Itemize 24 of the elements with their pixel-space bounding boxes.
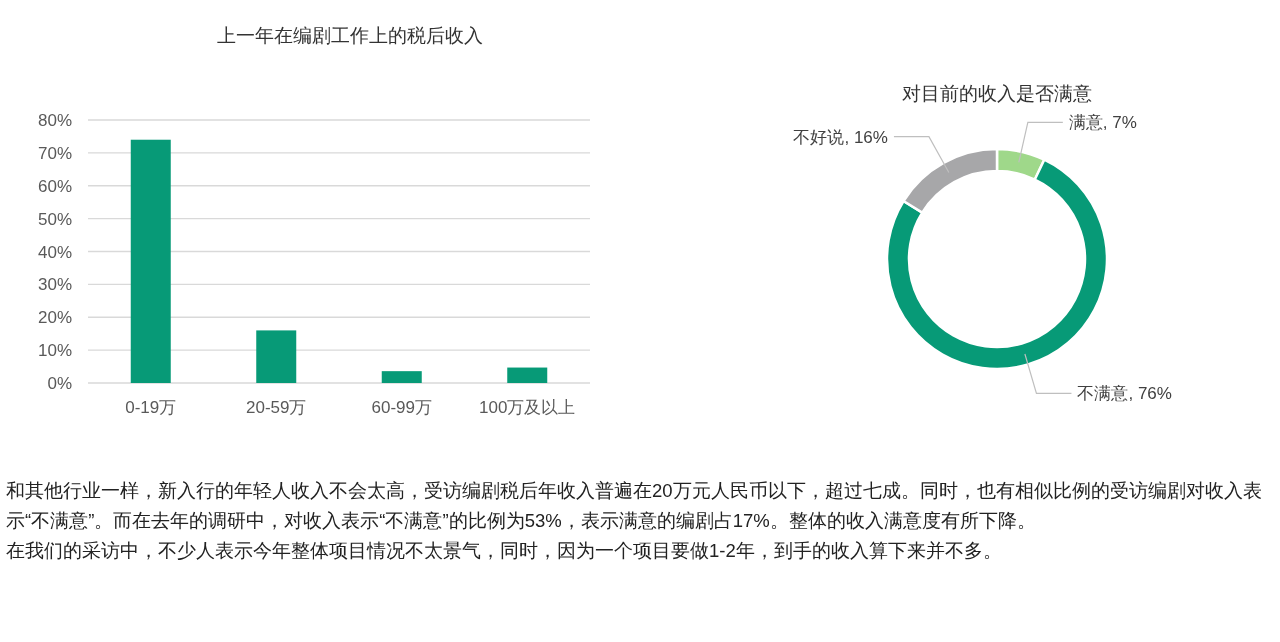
bar bbox=[381, 371, 422, 383]
chart-title: 上一年在编剧工作上的税后收入 bbox=[217, 25, 483, 46]
x-tick-label: 0-19万 bbox=[125, 398, 177, 417]
slice-label: 满意, 7% bbox=[1068, 113, 1137, 133]
bar bbox=[130, 139, 171, 383]
y-tick-label: 70% bbox=[37, 143, 72, 163]
y-tick-label: 20% bbox=[37, 308, 72, 328]
x-tick-label: 60-99万 bbox=[371, 398, 432, 417]
y-tick-label: 0% bbox=[47, 374, 72, 393]
y-tick-label: 40% bbox=[37, 242, 72, 262]
chart-title: 对目前的收入是否满意 bbox=[902, 83, 1092, 104]
x-tick-label: 20-59万 bbox=[246, 398, 307, 417]
text: 在我们的采访中，不少人表示今年整体项目情况不太景气，同时，因为一个项目要做1-2年，到手的收入算下来并不多。 bbox=[6, 539, 1003, 563]
slice-label: 不好说, 16% bbox=[793, 127, 888, 147]
y-tick-label: 60% bbox=[37, 176, 72, 196]
y-tick-label: 10% bbox=[37, 341, 72, 361]
y-tick-label: 80% bbox=[37, 111, 72, 130]
slice-label: 不满意, 76% bbox=[1077, 384, 1172, 404]
text: 和其他行业一样，新入行的年轻人收入不会太高，受访编剧税后年收入普遍在20万元人民币以下，超过七成。同时，也有相似比例的受访编剧对收入表示“不满意”。而在去年的调研中，对收入表示“不满意”的比例为53%，表示满意的编剧占17%。整体的收入满意度有所下降。 bbox=[6, 479, 1263, 533]
bar bbox=[256, 330, 297, 383]
x-tick-label: 100万及以上 bbox=[479, 398, 576, 417]
bar bbox=[507, 367, 548, 383]
y-tick-label: 30% bbox=[37, 275, 72, 295]
y-tick-label: 50% bbox=[37, 209, 72, 229]
